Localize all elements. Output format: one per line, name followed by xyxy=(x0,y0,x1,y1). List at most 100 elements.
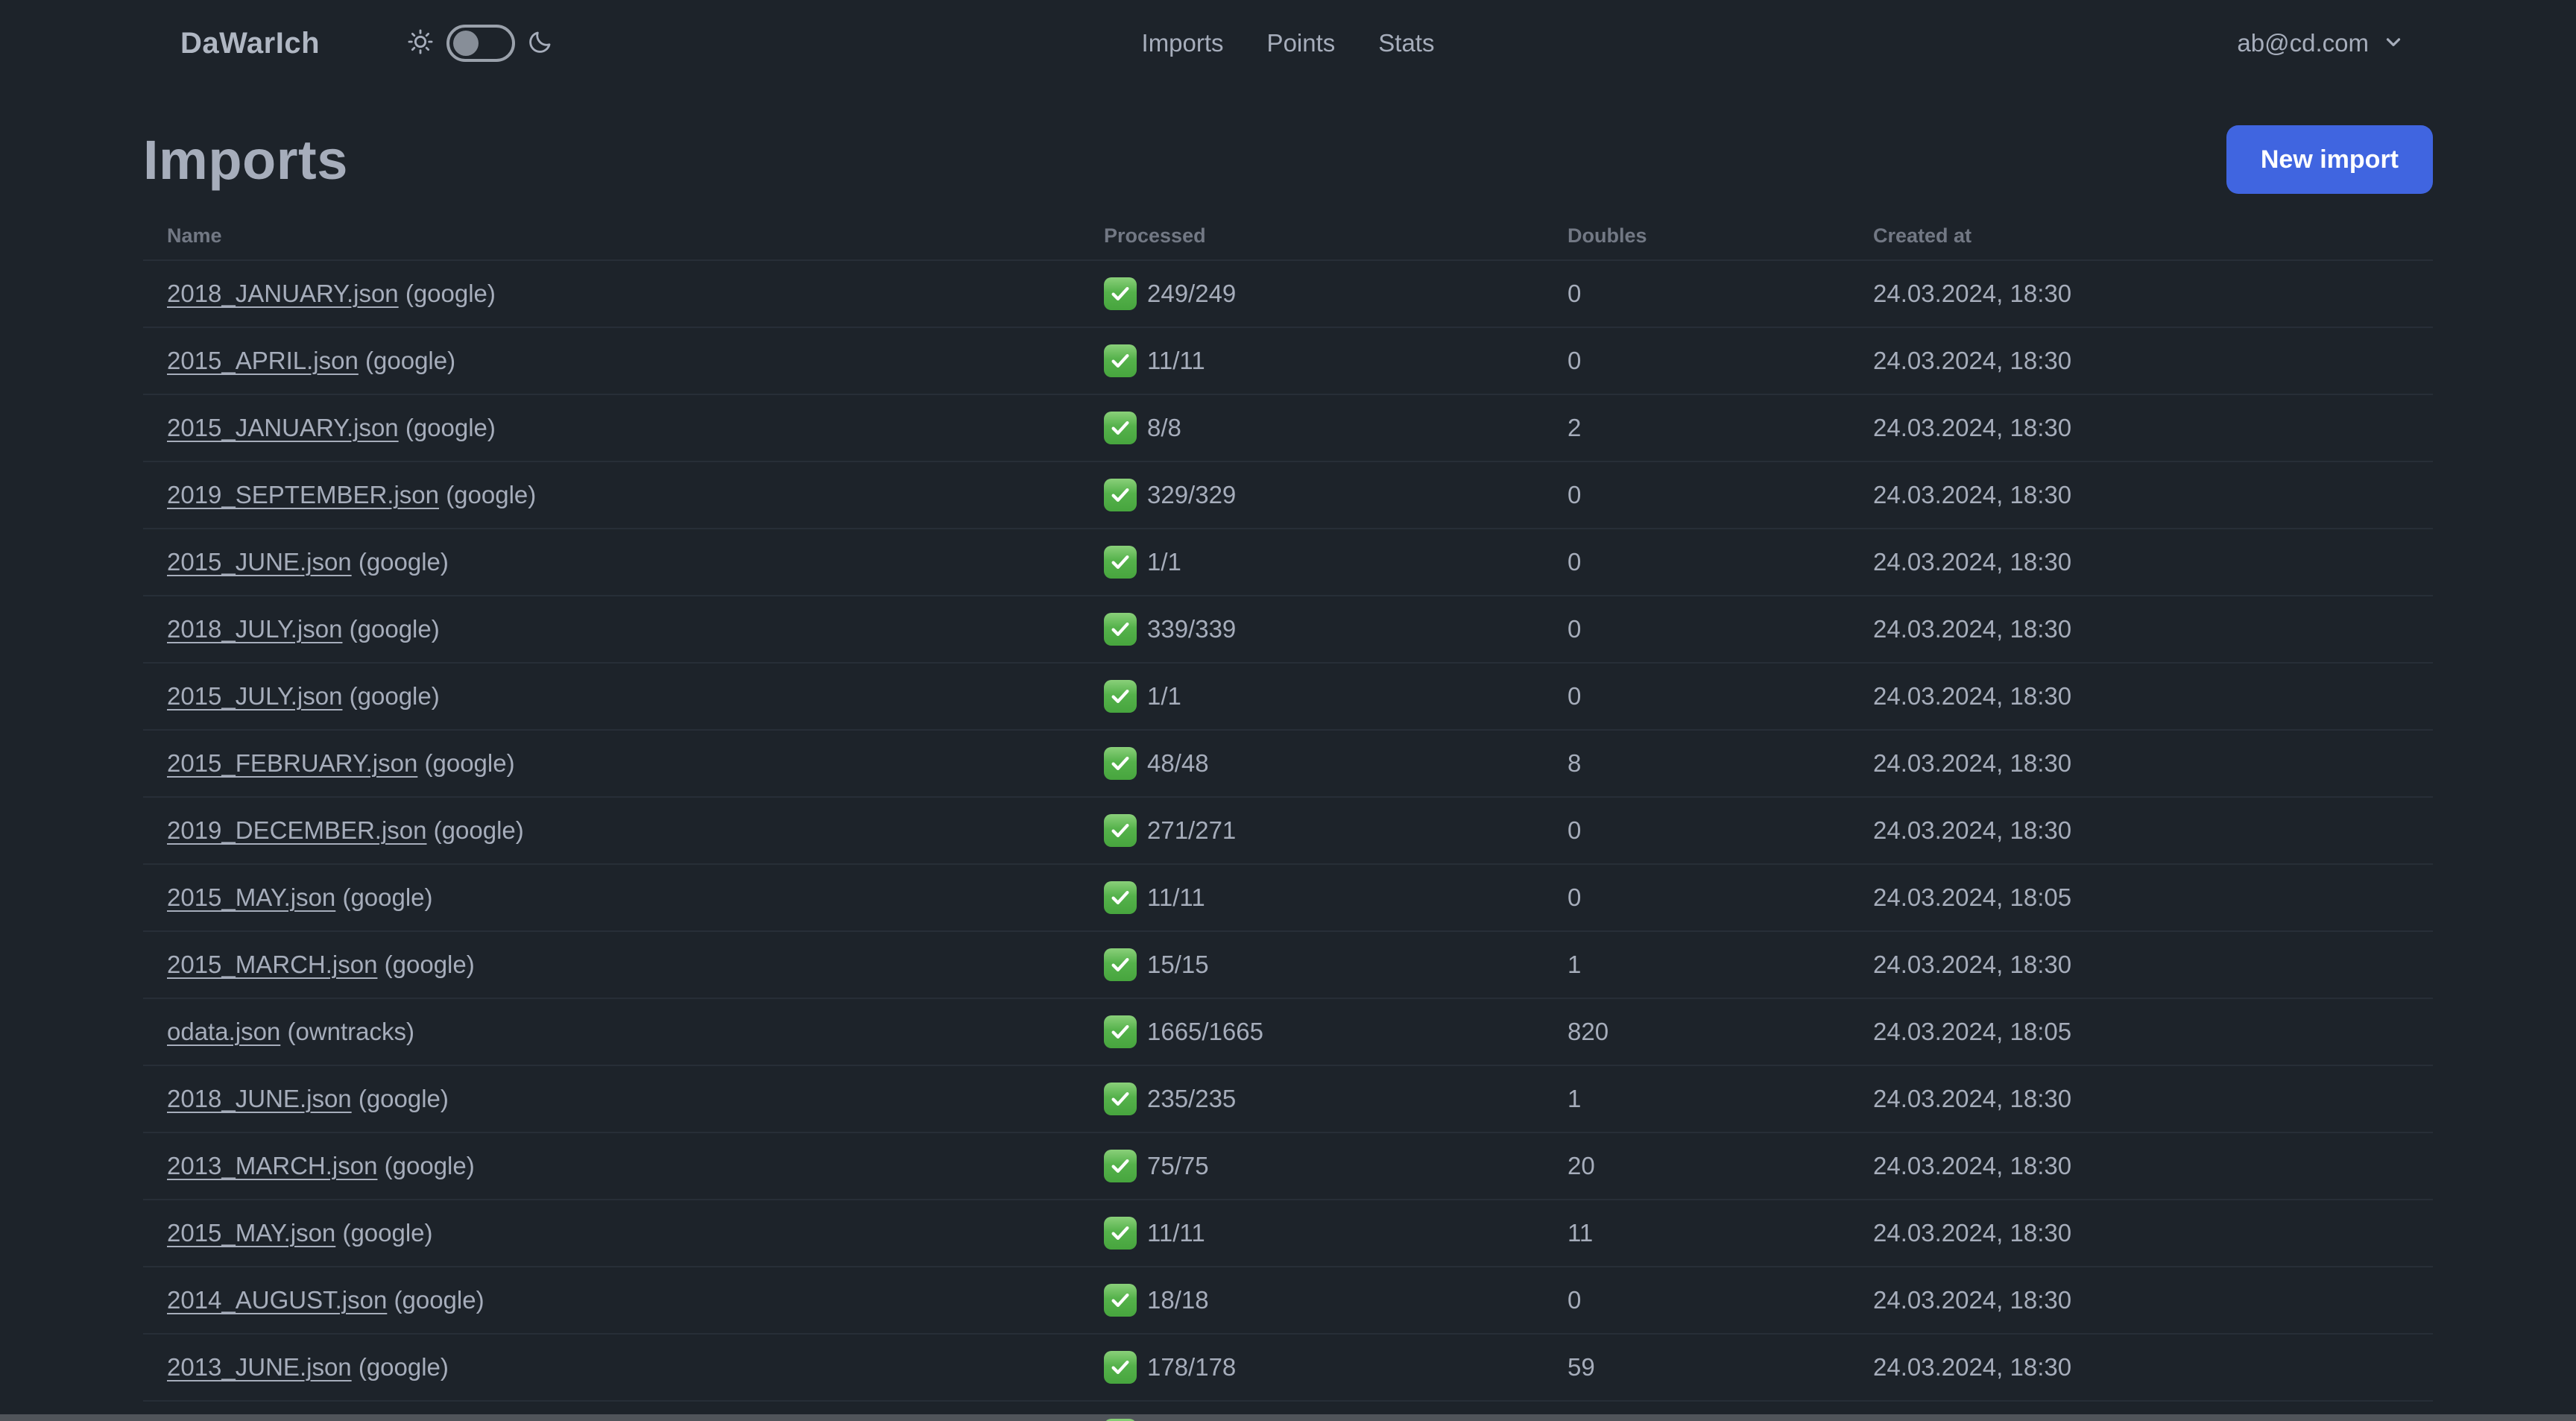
import-file-link[interactable]: 2015_MARCH.json xyxy=(167,951,378,978)
import-file-link[interactable]: 2019_DECEMBER.json xyxy=(167,816,427,844)
import-name-cell: 2019_DECEMBER.json (google) xyxy=(143,816,1104,845)
import-file-link[interactable]: 2015_MAY.json xyxy=(167,1219,336,1247)
table-row: 2013_MARCH.json (google) 75/75 20 24.03.… xyxy=(143,1133,2433,1200)
processed-count: 178/178 xyxy=(1147,1353,1237,1381)
import-file-link[interactable]: 2015_MAY.json xyxy=(167,883,336,911)
table-row: 2018_JUNE.json (google) 235/235 1 24.03.… xyxy=(143,1066,2433,1133)
navbar: DaWarIch xyxy=(0,0,2576,86)
column-header-doubles: Doubles xyxy=(1568,224,1647,247)
doubles-count: 0 xyxy=(1568,481,1582,508)
success-check-icon xyxy=(1104,277,1137,310)
table-row: 2015_JULY.json (google) 1/1 0 24.03.2024… xyxy=(143,664,2433,731)
brand-logo[interactable]: DaWarIch xyxy=(180,26,321,60)
success-check-icon xyxy=(1104,613,1137,646)
success-check-icon xyxy=(1104,1015,1137,1048)
user-email: ab@cd.com xyxy=(2237,29,2369,57)
new-import-button[interactable]: New import xyxy=(2226,125,2433,194)
doubles-count: 0 xyxy=(1568,548,1582,576)
window-bottom-edge xyxy=(0,1414,2576,1421)
doubles-count: 0 xyxy=(1568,883,1582,911)
doubles-count: 59 xyxy=(1568,1353,1595,1381)
table-row: 2015_MAY.json (google) 11/11 0 24.03.202… xyxy=(143,865,2433,932)
import-source: (google) xyxy=(384,951,475,978)
success-check-icon xyxy=(1104,1284,1137,1317)
import-source: (google) xyxy=(446,481,537,508)
doubles-count: 820 xyxy=(1568,1018,1609,1045)
sun-icon xyxy=(406,28,435,60)
processed-cell: 249/249 xyxy=(1104,277,1568,310)
processed-count: 11/11 xyxy=(1147,1219,1205,1247)
processed-count: 235/235 xyxy=(1147,1085,1237,1112)
processed-count: 15/15 xyxy=(1147,951,1209,978)
created-at: 24.03.2024, 18:30 xyxy=(1873,347,2072,374)
processed-count: 18/18 xyxy=(1147,1286,1209,1314)
import-source: (google) xyxy=(384,1152,475,1179)
processed-cell: 339/339 xyxy=(1104,613,1568,646)
nav-link-points[interactable]: Points xyxy=(1266,29,1336,57)
import-file-link[interactable]: 2015_FEBRUARY.json xyxy=(167,749,418,777)
import-source: (owntracks) xyxy=(287,1018,414,1045)
processed-cell: 11/11 xyxy=(1104,1217,1568,1250)
import-name-cell: 2014_AUGUST.json (google) xyxy=(143,1286,1104,1314)
import-source: (google) xyxy=(365,347,456,374)
import-name-cell: 2015_JUNE.json (google) xyxy=(143,548,1104,576)
success-check-icon xyxy=(1104,1351,1137,1384)
created-at: 24.03.2024, 18:30 xyxy=(1873,548,2072,576)
theme-toggle[interactable] xyxy=(446,25,516,62)
processed-cell: 1665/1665 xyxy=(1104,1015,1568,1048)
column-header-name: Name xyxy=(167,224,222,247)
table-row: odata.json (owntracks) 1665/1665 820 24.… xyxy=(143,999,2433,1066)
processed-cell: 235/235 xyxy=(1104,1083,1568,1115)
success-check-icon xyxy=(1104,412,1137,444)
created-at: 24.03.2024, 18:30 xyxy=(1873,615,2072,643)
table-row: 2015_MARCH.json (google) 15/15 1 24.03.2… xyxy=(143,932,2433,999)
import-file-link[interactable]: 2015_JANUARY.json xyxy=(167,414,399,441)
doubles-count: 0 xyxy=(1568,615,1582,643)
processed-count: 48/48 xyxy=(1147,749,1209,777)
import-file-link[interactable]: 2018_JUNE.json xyxy=(167,1085,352,1112)
processed-count: 1/1 xyxy=(1147,548,1181,576)
import-file-link[interactable]: 2014_AUGUST.json xyxy=(167,1286,388,1314)
import-name-cell: 2018_JULY.json (google) xyxy=(143,615,1104,643)
import-source: (google) xyxy=(405,414,496,441)
processed-count: 11/11 xyxy=(1147,347,1205,374)
nav-link-stats[interactable]: Stats xyxy=(1378,29,1435,57)
table-row: 2015_FEBRUARY.json (google) 48/48 8 24.0… xyxy=(143,731,2433,798)
import-file-link[interactable]: 2015_APRIL.json xyxy=(167,347,359,374)
processed-count: 271/271 xyxy=(1147,816,1237,844)
import-file-link[interactable]: 2013_JUNE.json xyxy=(167,1353,352,1381)
created-at: 24.03.2024, 18:30 xyxy=(1873,1219,2072,1247)
import-file-link[interactable]: 2015_JULY.json xyxy=(167,682,343,710)
theme-toggle-group xyxy=(406,25,554,62)
processed-cell: 271/271 xyxy=(1104,814,1568,847)
import-file-link[interactable]: 2013_MARCH.json xyxy=(167,1152,378,1179)
import-name-cell: 2015_MARCH.json (google) xyxy=(143,951,1104,979)
user-menu[interactable]: ab@cd.com xyxy=(2237,29,2405,57)
chevron-down-icon xyxy=(2382,31,2405,57)
import-source: (google) xyxy=(358,548,449,576)
import-source: (google) xyxy=(342,1219,433,1247)
processed-count: 75/75 xyxy=(1147,1152,1209,1179)
processed-cell: 18/18 xyxy=(1104,1284,1568,1317)
created-at: 24.03.2024, 18:05 xyxy=(1873,883,2072,911)
processed-count: 1/1 xyxy=(1147,682,1181,710)
import-file-link[interactable]: 2015_JUNE.json xyxy=(167,548,352,576)
processed-cell: 11/11 xyxy=(1104,881,1568,914)
import-file-link[interactable]: 2018_JANUARY.json xyxy=(167,280,399,307)
nav-link-imports[interactable]: Imports xyxy=(1141,29,1224,57)
import-file-link[interactable]: 2018_JULY.json xyxy=(167,615,343,643)
table-row-partial xyxy=(143,1402,2433,1421)
processed-cell: 75/75 xyxy=(1104,1150,1568,1182)
doubles-count: 0 xyxy=(1568,682,1582,710)
table-row: 2015_MAY.json (google) 11/11 11 24.03.20… xyxy=(143,1200,2433,1267)
success-check-icon xyxy=(1104,479,1137,511)
processed-cell: 48/48 xyxy=(1104,747,1568,780)
success-check-icon xyxy=(1104,1419,1137,1421)
processed-cell: 15/15 xyxy=(1104,948,1568,981)
import-file-link[interactable]: odata.json xyxy=(167,1018,281,1045)
processed-count: 1665/1665 xyxy=(1147,1018,1263,1045)
import-file-link[interactable]: 2019_SEPTEMBER.json xyxy=(167,481,440,508)
imports-table: Name Processed Doubles Created at 2018_J… xyxy=(143,212,2433,1421)
column-header-created-at: Created at xyxy=(1873,224,1972,247)
